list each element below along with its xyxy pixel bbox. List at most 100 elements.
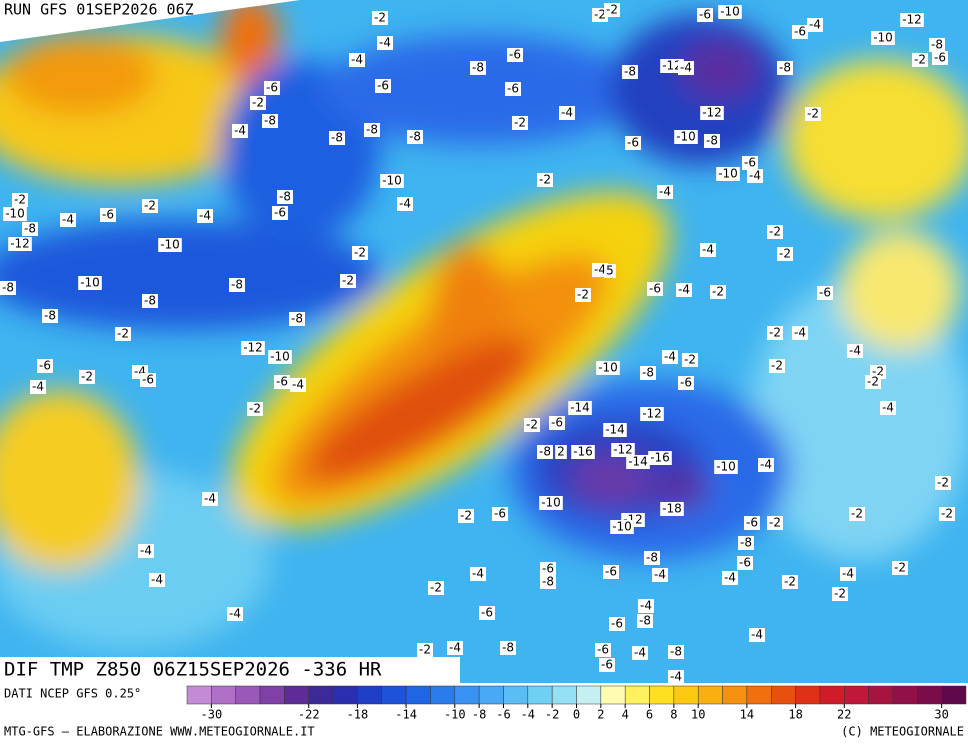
- contour-label: -4: [880, 401, 896, 415]
- colorbar-tick-label: 4: [622, 708, 629, 722]
- contour-label: -4: [60, 213, 76, 227]
- contour-label-text: -2: [144, 199, 156, 213]
- contour-label: -8: [364, 123, 380, 137]
- contour-label: -6: [375, 79, 391, 93]
- contour-label-text: -8: [2, 281, 14, 295]
- contour-label-box: [871, 31, 895, 45]
- contour-label-text: -4: [399, 197, 411, 211]
- contour-label-box: [603, 423, 627, 437]
- contour-label: -8: [22, 222, 38, 236]
- contour-label-text: -8: [331, 131, 343, 145]
- colorbar-swatch: [771, 685, 796, 705]
- contour-label: -6: [507, 48, 523, 62]
- contour-label: -2: [912, 53, 928, 67]
- contour-label-box: [537, 173, 553, 187]
- contour-label-box: [767, 326, 783, 340]
- contour-label-text: -14: [628, 455, 648, 469]
- contour-label: -4: [676, 283, 692, 297]
- contour-label: -6: [274, 375, 290, 389]
- contour-label-box: [622, 65, 638, 79]
- contour-label-text: -8: [366, 123, 378, 137]
- contour-label-text: -4: [151, 573, 163, 587]
- colorbar: -30 -22 -18 -14 -10 -8 -6 -4 -2 0 2 4 6 8 10 14 18 22 30: [186, 685, 967, 722]
- contour-label-text: -2: [834, 587, 846, 601]
- contour-label-box: [264, 81, 280, 95]
- contour-label-text: -6: [934, 51, 946, 65]
- colorbar-tick-label: -18: [347, 708, 369, 722]
- colorbar-swatch: [697, 685, 723, 705]
- contour-label: -6: [603, 565, 619, 579]
- contour-label: -6: [100, 208, 116, 222]
- contour-label: -4: [847, 344, 863, 358]
- contour-label-text: -2: [894, 561, 906, 575]
- contour-label-box: [817, 286, 833, 300]
- colorbar-tick-label: 14: [740, 708, 754, 722]
- contour-label-box: [640, 407, 664, 421]
- contour-label-box: [700, 106, 724, 120]
- contour-label: -6: [792, 25, 808, 39]
- contour-label-text: -8: [706, 134, 718, 148]
- contour-label-text: -6: [649, 282, 661, 296]
- caption-box: [0, 657, 460, 683]
- contour-label-box: [652, 568, 668, 582]
- contour-label-text: -4: [379, 36, 391, 50]
- contour-label-box: [549, 416, 565, 430]
- contour-label-text: -16: [650, 451, 670, 465]
- colorbar-tick-label: 6: [646, 708, 653, 722]
- contour-label-box: [470, 567, 486, 581]
- contour-label-box: [742, 156, 758, 170]
- colorbar-tick-label: 2: [597, 708, 604, 722]
- contour-label: -8: [42, 309, 58, 323]
- contour-label: -4: [232, 124, 248, 138]
- contour-label-box: [678, 61, 694, 75]
- contour-label: -4: [662, 350, 678, 364]
- contour-label-box: [668, 670, 684, 684]
- contour-label: -8: [704, 134, 720, 148]
- contour-label: -2: [592, 8, 608, 22]
- contour-label: -6: [744, 516, 760, 530]
- colorbar-swatch: [332, 685, 358, 705]
- source: DATI NCEP GFS 0.25°: [4, 687, 141, 701]
- contour-label-box: [777, 247, 793, 261]
- colorbar-swatch: [503, 685, 529, 705]
- contour-label: -10: [596, 361, 620, 375]
- contour-label: -12: [640, 407, 664, 421]
- contour-label-text: -4: [199, 209, 211, 223]
- contour-label: -6: [697, 8, 713, 22]
- contour-label-text: -6: [605, 565, 617, 579]
- contour-label-text: -6: [551, 416, 563, 430]
- contour-label-box: [505, 82, 521, 96]
- contour-label-box: [626, 455, 650, 469]
- colorbar-tick-label: -4: [521, 708, 535, 722]
- contour-label: -12: [660, 59, 684, 73]
- contour-label-text: -6: [102, 208, 114, 222]
- contour-label-text: -4: [751, 628, 763, 642]
- contour-label: -4: [30, 380, 46, 394]
- contour-label: -2: [865, 375, 881, 389]
- colorbar-swatch: [624, 685, 650, 705]
- contour-label-box: [832, 587, 848, 601]
- contour-label-text: -2: [684, 353, 696, 367]
- contour-label: -10: [714, 460, 738, 474]
- contour-label-text: -6: [819, 286, 831, 300]
- contour-label-text: -8: [779, 61, 791, 75]
- contour-label: -10: [78, 276, 102, 290]
- contour-label: -12: [611, 443, 635, 457]
- contour-label: -8: [470, 61, 486, 75]
- contour-label-box: [847, 344, 863, 358]
- contour-label-text: -4: [234, 124, 246, 138]
- colorbar-swatch: [551, 685, 577, 705]
- contour-label: -10: [539, 496, 563, 510]
- contour-label: -4: [138, 544, 154, 558]
- contour-label-box: [912, 53, 928, 67]
- contour-label-text: -2: [526, 418, 538, 432]
- contour-label: -4: [652, 568, 668, 582]
- contour-label-text: -12: [243, 341, 263, 355]
- contour-label-box: [3, 207, 27, 221]
- contour-label: -2: [935, 476, 951, 490]
- contour-label-text: -10: [160, 238, 180, 252]
- contour-label: -4: [747, 169, 763, 183]
- contour-label-box: [78, 276, 102, 290]
- contour-label-box: [782, 575, 798, 589]
- contour-label: -2: [340, 274, 356, 288]
